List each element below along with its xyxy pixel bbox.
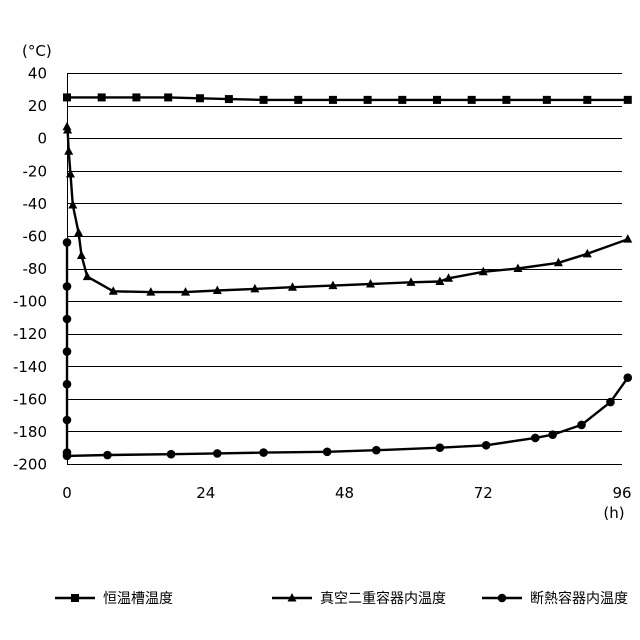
data-point <box>398 96 406 104</box>
y-tick-label: 40 <box>28 65 47 83</box>
legend-label: 恒温槽温度 <box>103 591 173 607</box>
legend-label: 真空二重容器内温度 <box>320 590 446 607</box>
x-tick-label: 48 <box>335 484 354 502</box>
x-axis-unit-label: (h) <box>603 504 624 522</box>
data-point <box>433 96 441 104</box>
y-tick-label: 0 <box>37 130 47 148</box>
series-line <box>67 127 628 292</box>
legend-item-3: 断熱容器内温度 <box>482 590 628 607</box>
legend-marker <box>498 594 507 603</box>
data-point <box>583 96 591 104</box>
data-point <box>63 347 72 356</box>
data-point <box>259 448 268 457</box>
data-point <box>63 416 72 425</box>
data-point <box>531 434 540 443</box>
grid-lines <box>67 73 622 465</box>
data-point <box>63 93 71 101</box>
data-point <box>468 96 476 104</box>
data-point <box>196 94 204 102</box>
series-line <box>67 242 628 456</box>
y-tick-label: -120 <box>13 325 47 343</box>
legend-item-2: 真空二重容器内温度 <box>272 590 446 607</box>
x-tick-label: 72 <box>474 484 493 502</box>
data-point <box>548 430 557 439</box>
data-point <box>213 449 222 458</box>
y-tick-label: -80 <box>23 260 48 278</box>
legend-marker <box>71 594 79 602</box>
data-point <box>502 96 510 104</box>
series-plot-area <box>63 93 633 460</box>
data-point <box>98 93 106 101</box>
data-point <box>167 450 176 459</box>
legend: 恒温槽温度 真空二重容器内温度 断熱容器内温度 <box>55 590 628 607</box>
data-point <box>294 96 302 104</box>
data-point <box>436 443 445 452</box>
data-point <box>624 96 632 104</box>
y-tick-label: -40 <box>23 195 48 213</box>
data-point <box>623 234 632 243</box>
y-tick-label: 20 <box>28 97 47 115</box>
y-tick-label: -200 <box>13 456 47 474</box>
data-point <box>63 315 72 324</box>
y-tick-label: -160 <box>13 390 47 408</box>
data-point <box>225 95 233 103</box>
y-tick-label: -140 <box>13 358 47 376</box>
x-tick-label: 96 <box>612 484 631 502</box>
legend-label: 断熱容器内温度 <box>530 590 628 607</box>
x-tick-labels: 0 24 48 72 96 <box>62 484 631 502</box>
data-point <box>329 96 337 104</box>
data-point <box>103 451 112 460</box>
data-point <box>372 446 381 455</box>
y-tick-label: -20 <box>23 162 48 180</box>
data-point <box>68 200 77 209</box>
series-3 <box>63 238 632 460</box>
y-tick-labels: 40 20 0 -20 -40 -60 -80 -100 -120 -140 -160 -180 -20… <box>13 65 47 474</box>
data-point <box>260 96 268 104</box>
data-point <box>63 282 72 291</box>
legend-item-1: 恒温槽温度 <box>55 591 173 607</box>
data-point <box>482 441 491 450</box>
data-point <box>543 96 551 104</box>
data-point <box>74 228 83 237</box>
data-point <box>623 373 632 382</box>
data-point <box>63 452 72 461</box>
data-point <box>83 272 92 281</box>
data-point <box>77 250 86 259</box>
x-tick-label: 0 <box>62 484 72 502</box>
y-axis-unit-label: (°C) <box>22 42 52 60</box>
series-1 <box>63 93 632 103</box>
data-point <box>164 93 172 101</box>
data-point <box>63 380 72 389</box>
y-tick-label: -100 <box>13 293 47 311</box>
data-point <box>63 238 72 247</box>
y-tick-label: -180 <box>13 423 47 441</box>
data-point <box>132 93 140 101</box>
data-point <box>364 96 372 104</box>
data-point <box>606 398 615 407</box>
x-tick-label: 24 <box>196 484 215 502</box>
data-point <box>577 421 586 430</box>
y-tick-label: -60 <box>23 227 48 245</box>
data-point <box>64 146 73 155</box>
data-point <box>323 447 332 456</box>
